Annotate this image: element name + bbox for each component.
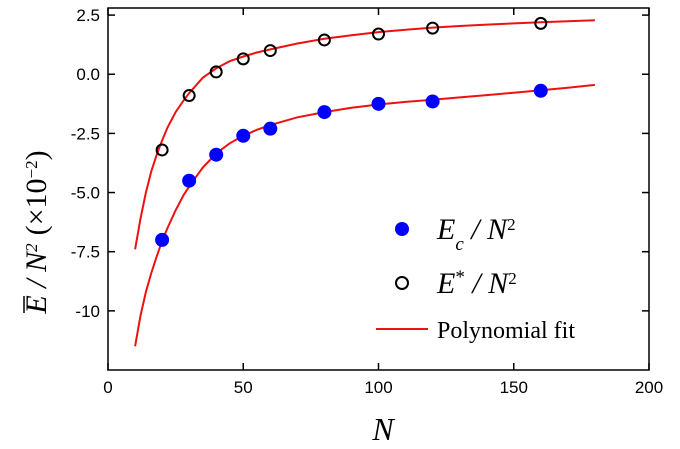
data-point-ec — [155, 232, 170, 247]
y-tick-label: 2.5 — [76, 6, 100, 25]
data-point-ec — [371, 96, 386, 111]
y-axis-units-close: ) — [20, 150, 53, 160]
x-axis-title: N — [371, 411, 395, 447]
data-point-estar — [155, 143, 169, 157]
plot-axes: 0 50 100 150 200 2.5 0.0 -2.5 -5.0 -7.5 -10 — [71, 6, 663, 397]
plot-frame — [107, 7, 650, 371]
legend-label-estar-sup: 2 — [508, 269, 517, 288]
data-point-ec — [317, 105, 332, 120]
y-axis-title-main: E / N — [20, 250, 53, 315]
x-tick-label: 50 — [234, 378, 253, 397]
data-point-estar — [209, 65, 223, 79]
data-point-estar — [426, 21, 440, 35]
legend-label-ec: Ec / N2 — [436, 213, 516, 255]
x-tick-label: 0 — [103, 378, 112, 397]
data-point-ec — [263, 121, 278, 136]
data-point-estar — [236, 52, 250, 66]
legend: Ec / N2 E* / N2 Polynomial fit — [376, 213, 575, 344]
fit-lines — [134, 19, 596, 347]
data-point-ec — [182, 173, 197, 188]
data-point-estar — [263, 44, 277, 58]
svg-text:E / N2(×10−2): E / N2 (×10−2) — [20, 150, 53, 314]
legend-label-fit: Polynomial fit — [437, 318, 575, 344]
x-tick-label: 150 — [500, 378, 528, 397]
y-tick-label: -10 — [75, 302, 100, 321]
legend-label-ec-main: E — [436, 213, 455, 246]
legend-marker-estar — [395, 276, 409, 290]
legend-label-estar: E* / N2 — [436, 267, 517, 301]
data-point-ec — [533, 83, 548, 98]
data-point-estar — [182, 89, 196, 103]
x-tick-label: 200 — [635, 378, 663, 397]
y-axis-title-sup: 2 — [22, 243, 41, 252]
legend-label-ec-sub: c — [455, 234, 464, 255]
y-axis-units-exp: −2 — [22, 160, 41, 178]
y-axis-title: E / N2 (×10−2) — [20, 150, 53, 314]
legend-label-estar-star: * — [455, 267, 465, 288]
fit-line — [134, 19, 595, 250]
legend-label-ec-tail: / N — [464, 213, 509, 246]
legend-label-estar-tail: / N — [465, 267, 510, 300]
y-tick-label: -2.5 — [71, 124, 100, 143]
fit-line — [134, 83, 596, 347]
data-point-estar — [317, 33, 331, 47]
legend-label-ec-sup: 2 — [507, 215, 516, 234]
data-point-ec — [425, 94, 440, 109]
y-tick-label: 0.0 — [76, 65, 100, 84]
data-point-estar — [372, 27, 385, 41]
x-tick-label: 100 — [364, 378, 392, 397]
y-axis-units: (×10 — [20, 179, 53, 236]
legend-label-estar-main: E — [436, 267, 455, 300]
y-tick-label: -7.5 — [71, 243, 100, 262]
data-point-ec — [236, 128, 251, 143]
data-point-estar — [534, 16, 548, 30]
y-tick-label: -5.0 — [71, 184, 100, 203]
data-points — [155, 16, 548, 247]
data-point-ec — [209, 147, 224, 162]
legend-marker-ec — [395, 222, 409, 236]
